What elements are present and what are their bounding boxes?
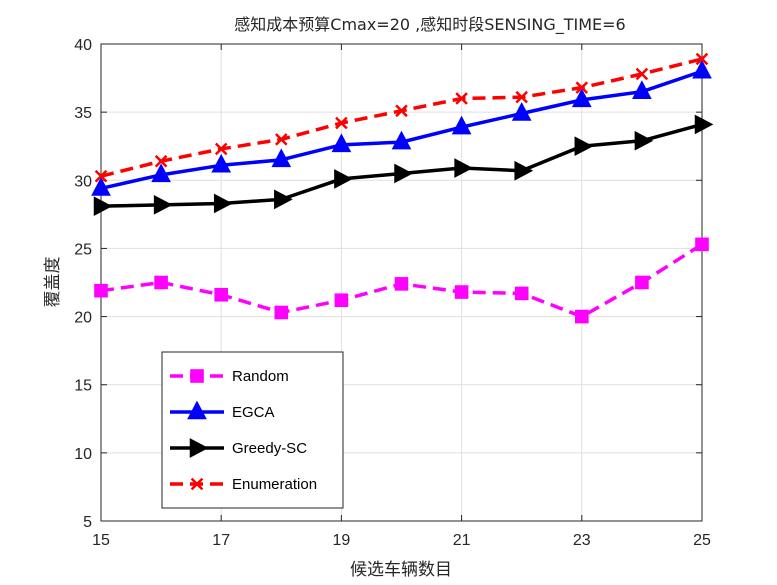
- y-tick-label: 35: [74, 105, 92, 122]
- data-point-triangle: [187, 400, 207, 420]
- data-point-square: [514, 286, 529, 301]
- data-point-square: [454, 285, 469, 299]
- data-point-x: [94, 169, 108, 183]
- data-point-triangle-right: [213, 193, 233, 214]
- data-point-triangle: [451, 115, 472, 135]
- data-point-square: [154, 275, 168, 290]
- data-point-square: [190, 369, 204, 383]
- data-point-x: [455, 92, 468, 105]
- x-tick-label: 17: [212, 532, 230, 549]
- data-point-triangle-right: [334, 169, 353, 189]
- data-point-triangle-right: [394, 163, 413, 184]
- legend-label: EGCA: [232, 404, 275, 421]
- data-point-x: [635, 67, 649, 81]
- data-point-triangle-right: [694, 114, 714, 135]
- chart-title: 感知成本预算Cmax=20 ,感知时段SENSING_TIME=6: [234, 15, 625, 35]
- y-tick-label: 5: [83, 514, 92, 531]
- data-point-triangle-right: [189, 438, 209, 458]
- data-point-x: [395, 104, 408, 118]
- axes: 15 17 19 21 23 25 5 10 15 20 25 30 35 40: [74, 37, 711, 549]
- y-tick-label: 20: [74, 310, 92, 327]
- data-point-triangle: [632, 80, 652, 99]
- series-egca: [91, 59, 712, 196]
- data-point-x: [190, 477, 204, 491]
- data-point-triangle: [271, 148, 292, 168]
- data-point-triangle: [511, 102, 532, 121]
- data-point-x: [275, 133, 288, 146]
- legend-label: Greedy-SC: [232, 440, 307, 457]
- data-point-triangle-right: [93, 196, 113, 217]
- data-point-square: [94, 283, 108, 298]
- data-point-triangle-right: [153, 194, 173, 215]
- data-point-square: [635, 275, 649, 290]
- legend-label: Random: [232, 368, 289, 385]
- x-tick-label: 19: [333, 532, 351, 549]
- y-tick-label: 40: [74, 37, 92, 54]
- data-point-x: [575, 81, 589, 94]
- y-tick-label: 30: [74, 173, 92, 190]
- legend: Random EGCA Greedy-SC Enumeration: [161, 351, 344, 509]
- x-tick-label: 15: [92, 532, 110, 549]
- x-tick-label: 23: [573, 532, 591, 549]
- data-point-square: [394, 277, 409, 291]
- data-point-square: [695, 237, 709, 252]
- data-point-triangle: [571, 88, 592, 108]
- data-point-square: [214, 287, 228, 302]
- x-tick-label: 25: [693, 532, 711, 549]
- data-point-x: [154, 154, 168, 168]
- data-point-triangle-right: [274, 189, 293, 210]
- data-point-x: [515, 90, 528, 104]
- series-layer: [91, 52, 714, 324]
- series-random: [94, 237, 709, 324]
- y-tick-label: 25: [74, 241, 92, 258]
- data-point-triangle: [391, 130, 412, 150]
- x-tick-label: 21: [453, 532, 471, 549]
- data-point-square: [575, 309, 589, 324]
- y-tick-label: 15: [74, 378, 92, 395]
- data-point-x: [214, 142, 228, 156]
- plot-frame: [100, 43, 703, 522]
- series-line: [100, 57, 703, 178]
- series-greedy-sc: [93, 114, 714, 217]
- data-point-x: [695, 52, 709, 66]
- series-enumeration: [94, 52, 709, 183]
- y-tick-label: 10: [74, 446, 92, 463]
- data-point-triangle-right: [514, 160, 534, 181]
- data-point-triangle: [692, 59, 712, 79]
- legend-label: Enumeration: [232, 476, 317, 493]
- data-point-triangle-right: [574, 136, 594, 157]
- data-point-triangle: [151, 163, 171, 183]
- data-point-triangle-right: [634, 130, 654, 151]
- data-point-square: [334, 293, 349, 308]
- x-axis-label: 候选车辆数目: [350, 560, 452, 580]
- data-point-triangle-right: [454, 158, 474, 178]
- y-axis-label: 覆盖度: [43, 257, 63, 308]
- data-point-triangle: [331, 133, 352, 153]
- data-point-square: [274, 305, 289, 320]
- data-point-triangle: [91, 177, 111, 196]
- data-point-triangle: [211, 153, 232, 173]
- data-point-x: [335, 116, 348, 130]
